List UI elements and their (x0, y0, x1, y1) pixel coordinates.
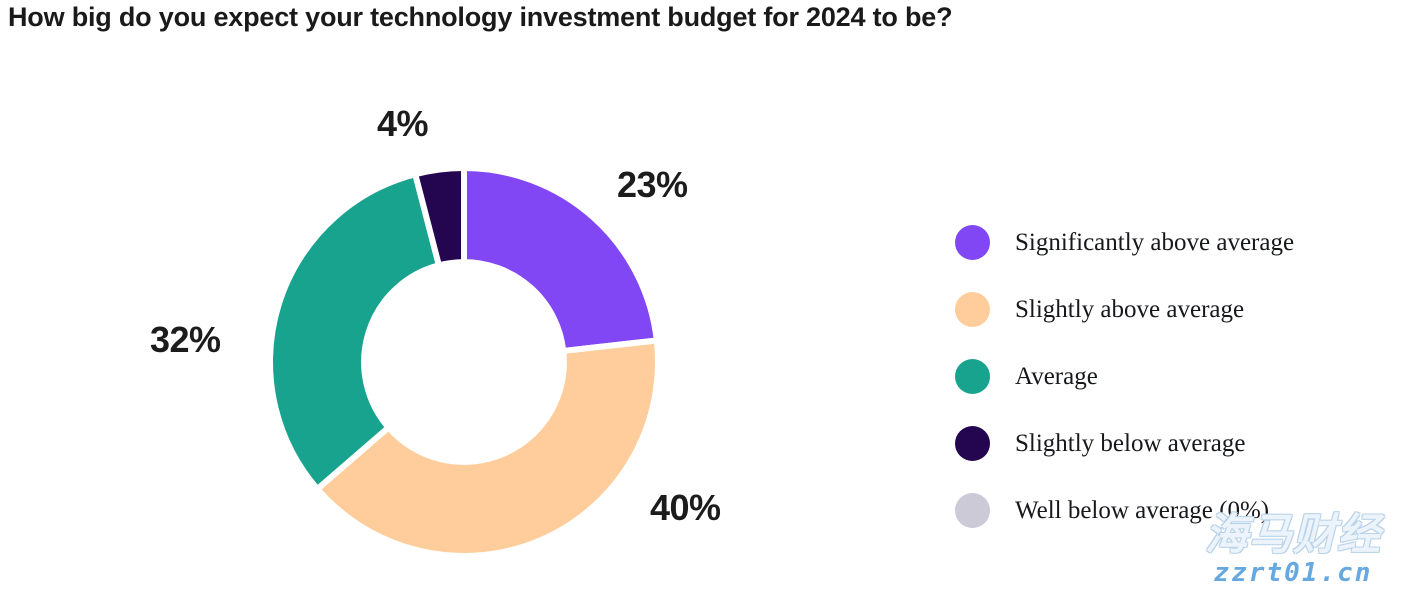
donut-slice[interactable]: Slightly below average 4% (412, 165, 467, 269)
legend-item-label: Slightly below average (1015, 430, 1246, 457)
legend-item[interactable]: Slightly below average (955, 410, 1395, 477)
legend-swatch-icon (955, 359, 990, 394)
legend-item-label: Well below average (0%) (1015, 497, 1270, 524)
donut-slice[interactable]: Slightly above average 40% (314, 337, 661, 559)
legend-swatch-icon (955, 426, 990, 461)
slice-value-label-average: 32% (150, 319, 221, 360)
legend-item-label: Slightly above average (1015, 296, 1245, 323)
legend-swatch-icon (955, 493, 990, 528)
chart-legend: Significantly above average Slightly abov… (955, 209, 1395, 544)
legend-item[interactable]: Well below average (0%) (955, 477, 1395, 544)
legend-item[interactable]: Significantly above average (955, 209, 1395, 276)
donut-chart: Significantly above average 23%Slightly … (267, 165, 661, 559)
watermark-url: zzrt01.cn (1213, 558, 1373, 588)
donut-chart-svg: Significantly above average 23%Slightly … (267, 165, 661, 559)
donut-slice[interactable]: Average 32% (267, 171, 442, 493)
legend-item-label: Average (1015, 363, 1098, 390)
legend-swatch-icon (955, 292, 990, 327)
legend-item-label: Significantly above average (1015, 229, 1295, 256)
slice-value-label-significantly-above-average: 23% (617, 164, 688, 205)
page-title: How big do you expect your technology in… (8, 2, 953, 32)
donut-slice[interactable]: Significantly above average 23% (461, 165, 660, 354)
slice-value-label-slightly-below-average: 4% (377, 103, 429, 144)
legend-item[interactable]: Slightly above average (955, 276, 1395, 343)
slice-value-label-slightly-above-average: 40% (650, 487, 721, 528)
legend-swatch-icon (955, 225, 990, 260)
legend-item[interactable]: Average (955, 343, 1395, 410)
donut-slice-group: Significantly above average 23%Slightly … (267, 165, 661, 559)
